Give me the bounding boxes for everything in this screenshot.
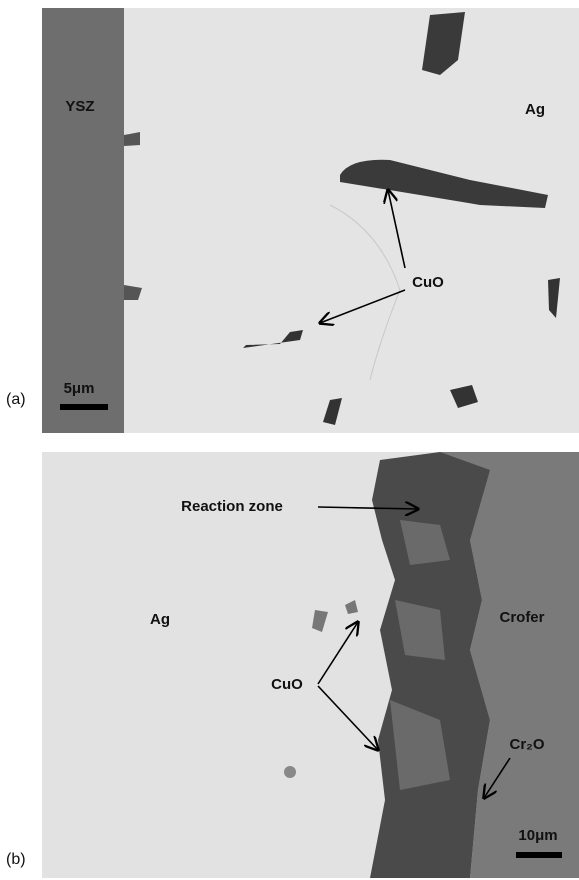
panel-label: (b) <box>6 851 26 868</box>
scale-bar <box>516 852 562 858</box>
cuo-label: CuO <box>271 676 303 693</box>
figure: YSZ Ag CuO 5μm (a) Reaction zone Ag Crof… <box>0 0 579 880</box>
cuo-particle <box>284 766 296 778</box>
scale-bar <box>60 404 108 410</box>
phase-label: YSZ <box>65 98 94 115</box>
ysz-layer <box>42 8 124 433</box>
phase-label: Ag <box>150 611 170 628</box>
oxide-label: Cr₂O <box>509 736 544 753</box>
phase-label: Ag <box>525 101 545 118</box>
panel-b: Reaction zone Ag Crofer CuO Cr₂O 10μm (b… <box>6 452 579 878</box>
scale-bar-label: 5μm <box>64 380 95 397</box>
cuo-label: CuO <box>412 274 444 291</box>
page: YSZ Ag CuO 5μm (a) Reaction zone Ag Crof… <box>0 0 579 880</box>
panel-label: (a) <box>6 391 26 408</box>
phase-label: Crofer <box>499 609 544 626</box>
scale-bar-label: 10μm <box>518 827 557 844</box>
reaction-label: Reaction zone <box>181 498 283 515</box>
reaction-zone <box>370 452 490 878</box>
panel-a: YSZ Ag CuO 5μm (a) <box>6 8 579 433</box>
